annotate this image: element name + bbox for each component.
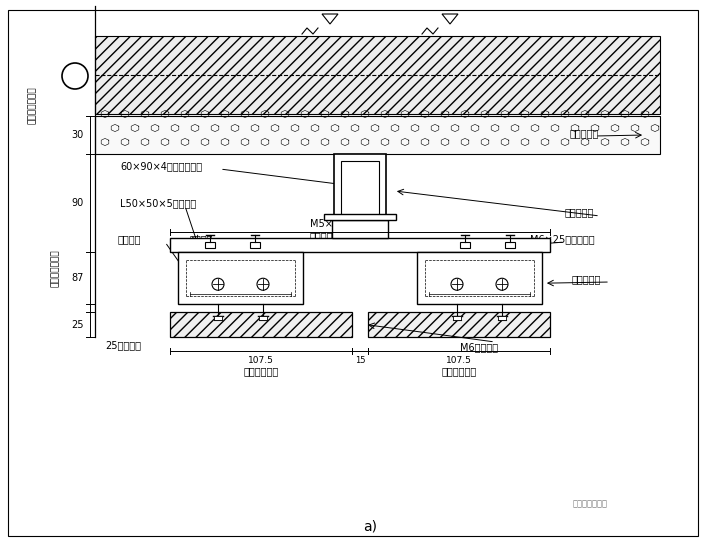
Circle shape — [257, 278, 269, 290]
Bar — [368, 312, 550, 337]
Bar — [95, 116, 660, 154]
Circle shape — [496, 278, 508, 290]
Text: 60×90×4镀锌锂通主梁: 60×90×4镀锌锂通主梁 — [120, 161, 202, 171]
Bar — [332, 220, 388, 238]
Bar — [250, 242, 260, 248]
Circle shape — [451, 278, 463, 290]
Text: 幕墙分格尺寸: 幕墙分格尺寸 — [441, 366, 477, 376]
Circle shape — [62, 63, 88, 89]
Text: 90: 90 — [71, 198, 84, 208]
Text: L50×50×5镀锌角锂: L50×50×5镀锌角锂 — [120, 198, 197, 208]
Text: 幕墙分格尺寸: 幕墙分格尺寸 — [243, 366, 279, 376]
Text: 100: 100 — [472, 286, 487, 294]
Text: 30: 30 — [71, 130, 84, 140]
Text: M6后切螺栓: M6后切螺栓 — [460, 342, 498, 352]
Text: 防腐垫片: 防腐垫片 — [190, 234, 214, 244]
Text: 保温防火层: 保温防火层 — [570, 128, 600, 138]
Text: 107.5: 107.5 — [248, 356, 274, 365]
Bar — [178, 252, 303, 304]
Bar — [334, 154, 386, 236]
Text: M6×25不锈锂螺杆: M6×25不锈锂螺杆 — [530, 234, 595, 244]
Bar — [417, 252, 542, 304]
Bar — [95, 36, 660, 114]
Bar — [505, 242, 515, 248]
Text: 87: 87 — [71, 273, 84, 283]
Text: 107.5: 107.5 — [446, 356, 472, 365]
Bar — [453, 316, 461, 320]
Text: 15: 15 — [355, 356, 366, 365]
Text: 25: 25 — [71, 319, 84, 330]
Bar — [170, 312, 352, 337]
Bar — [341, 161, 379, 229]
Text: 按实际工程采用: 按实际工程采用 — [50, 249, 59, 287]
Text: a): a) — [363, 519, 377, 533]
Text: 25厚花岗石: 25厚花岗石 — [105, 340, 141, 350]
Bar — [460, 242, 470, 248]
Bar — [205, 242, 215, 248]
Bar — [170, 238, 550, 252]
Bar — [214, 316, 222, 320]
Text: 380: 380 — [351, 219, 369, 229]
Bar — [259, 316, 267, 320]
Text: 锁紧螺钉: 锁紧螺钉 — [118, 234, 141, 244]
Bar — [324, 214, 396, 220]
Text: 铝合金挂件: 铝合金挂件 — [572, 274, 602, 284]
Circle shape — [212, 278, 224, 290]
Text: 门窗幕墙联盟吓: 门窗幕墙联盟吓 — [573, 499, 607, 509]
Bar — [498, 316, 506, 320]
Text: 不锈锂螺杆: 不锈锂螺杆 — [565, 207, 595, 217]
Text: M5×12
不锈锂微调螺钉: M5×12 不锈锂微调螺钉 — [310, 219, 351, 241]
Text: 按实际工程采用: 按实际工程采用 — [28, 86, 37, 124]
Text: 50: 50 — [235, 286, 246, 294]
